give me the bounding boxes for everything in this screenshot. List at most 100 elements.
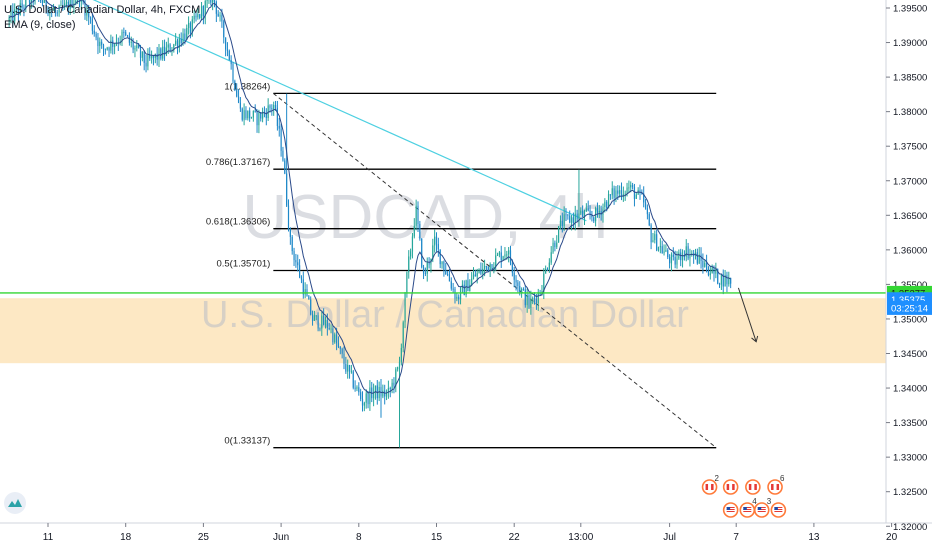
candle-body xyxy=(142,51,143,57)
candle-body xyxy=(651,225,652,242)
candle-body xyxy=(334,334,335,342)
candle-body xyxy=(680,252,681,260)
candle-body xyxy=(656,234,657,250)
candle-body xyxy=(305,289,306,294)
candle-body xyxy=(617,190,618,193)
candle-body xyxy=(293,251,294,260)
candle-body xyxy=(484,266,485,269)
candle-body xyxy=(599,211,600,213)
candle-body xyxy=(77,0,78,1)
candle-body xyxy=(558,226,559,242)
x-tick-label: 18 xyxy=(120,532,132,543)
candle-body xyxy=(218,14,219,17)
candle-body xyxy=(286,174,287,206)
candle-body xyxy=(686,246,687,256)
candle-body xyxy=(560,221,561,226)
candle-body xyxy=(271,108,272,109)
event-flag-us-canton xyxy=(727,507,731,510)
y-tick-label: 1.32500 xyxy=(893,487,927,498)
axes: 1.395001.390001.385001.380001.375001.370… xyxy=(0,0,932,543)
candle-body xyxy=(240,103,241,109)
candle-body xyxy=(327,320,328,328)
candle-body xyxy=(588,208,589,210)
candle-body xyxy=(551,252,552,262)
candle-body xyxy=(392,383,393,389)
candle-body xyxy=(517,282,518,286)
candle-body xyxy=(151,56,152,59)
candle-body xyxy=(308,296,309,299)
candle-body xyxy=(325,320,326,325)
candle-body xyxy=(423,267,424,273)
candle-body xyxy=(636,195,637,199)
candle-body xyxy=(565,214,566,215)
candle-body xyxy=(238,97,239,103)
candle-body xyxy=(554,243,555,247)
candle-body xyxy=(556,242,557,247)
candle-body xyxy=(301,277,302,279)
candle-body xyxy=(708,271,709,276)
candle-body xyxy=(552,243,553,252)
candle-body xyxy=(281,129,282,151)
y-tick-label: 1.38500 xyxy=(893,73,927,84)
candle-body xyxy=(427,262,428,273)
candle-body xyxy=(486,266,487,267)
candle-body xyxy=(158,48,159,59)
candle-body xyxy=(501,252,502,260)
candle-body xyxy=(523,289,524,290)
candle-body xyxy=(406,272,407,292)
candle-body xyxy=(471,279,472,285)
candle-body xyxy=(527,295,528,305)
economic-event-icon: 2 xyxy=(703,474,720,494)
candle-body xyxy=(375,385,376,391)
candle-body xyxy=(136,45,137,48)
candle-body xyxy=(401,348,402,362)
candle-body xyxy=(229,51,230,60)
candle-body xyxy=(549,263,550,270)
candle-body xyxy=(367,393,368,404)
candle-body xyxy=(545,269,546,274)
candle-body xyxy=(332,328,333,342)
fibonacci-retracement[interactable]: 1(1.38264)0.786(1.37167)0.618(1.36306)0.… xyxy=(206,81,716,447)
candle-body xyxy=(351,371,352,372)
x-tick-label: 22 xyxy=(509,532,521,543)
candle-body xyxy=(380,387,381,396)
candle-body xyxy=(673,255,674,257)
candle-body xyxy=(168,44,169,47)
candle-body xyxy=(419,224,420,239)
candle-body xyxy=(96,34,97,38)
candle-body xyxy=(314,315,315,321)
candle-body xyxy=(480,269,481,273)
candle-body xyxy=(626,188,627,194)
candle-body xyxy=(236,90,237,96)
candle-body xyxy=(160,48,161,58)
tradingview-logo[interactable] xyxy=(4,492,26,514)
candle-body xyxy=(279,126,280,129)
candle-body xyxy=(573,217,574,223)
candle-body xyxy=(181,39,182,43)
candle-body xyxy=(234,81,235,90)
candle-body xyxy=(338,343,339,347)
candle-body xyxy=(184,34,185,40)
y-tick-label: 1.39500 xyxy=(893,4,927,15)
candle-body xyxy=(458,297,459,300)
candle-body xyxy=(399,362,400,367)
candle-body xyxy=(510,250,511,263)
candle-body xyxy=(138,45,139,48)
candle-body xyxy=(676,258,677,264)
candle-body xyxy=(366,393,367,402)
candle-body xyxy=(508,250,509,254)
event-flag-us-canton xyxy=(743,507,747,510)
candle-body xyxy=(612,188,613,195)
candle-body xyxy=(417,206,418,224)
candle-body xyxy=(456,297,457,299)
candle-body xyxy=(382,391,383,397)
event-count: 6 xyxy=(780,474,785,483)
candle-body xyxy=(175,41,176,45)
candle-body xyxy=(288,206,289,229)
economic-event-icon: 6 xyxy=(768,474,785,494)
candle-body xyxy=(253,111,254,117)
candle-body xyxy=(602,207,603,215)
